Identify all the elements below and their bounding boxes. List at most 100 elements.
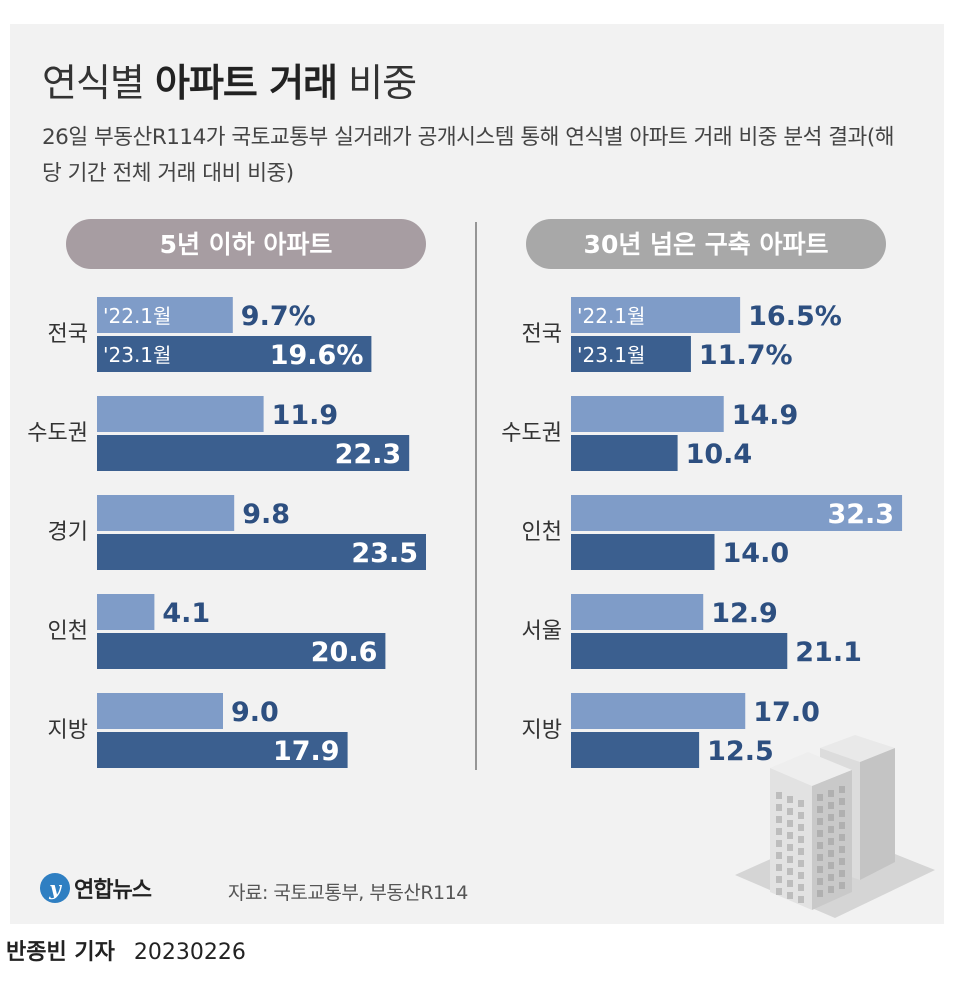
building-window <box>828 802 834 809</box>
value-label: 14.0 <box>723 538 790 569</box>
yonhap-logo: y 연합뉴스 <box>40 872 152 904</box>
category-label: 전국 <box>522 322 562 347</box>
building-window <box>776 852 782 859</box>
building-window <box>787 880 793 887</box>
chart-title: 30년 넘은 구축 아파트 <box>584 230 829 259</box>
bar <box>97 336 372 372</box>
bar <box>97 732 348 768</box>
building-window <box>798 800 804 807</box>
series-label: '22.1월 <box>577 304 645 328</box>
building-window <box>787 808 793 815</box>
building-window <box>798 896 804 903</box>
series-label: '23.1월 <box>577 343 645 367</box>
building-window <box>798 860 804 867</box>
category-label: 서울 <box>522 619 562 644</box>
building-window <box>798 848 804 855</box>
credit-line: 반종빈 기자 20230226 <box>6 934 246 966</box>
building-window <box>828 886 834 893</box>
building-window <box>787 844 793 851</box>
bar <box>571 534 715 570</box>
building-window <box>787 832 793 839</box>
bar <box>571 732 700 768</box>
category-label: 수도권 <box>27 421 88 446</box>
category-label: 전국 <box>48 322 88 347</box>
bar <box>571 633 788 669</box>
building-window <box>787 796 793 803</box>
building-window <box>828 838 834 845</box>
building-window <box>776 876 782 883</box>
building-top <box>820 735 895 762</box>
building-window <box>839 798 845 805</box>
series-label: '23.1월 <box>103 343 171 367</box>
bar <box>97 396 264 432</box>
value-label: 23.5 <box>351 538 418 569</box>
building-window <box>776 828 782 835</box>
title-bold-part: 아파트 거래 <box>154 61 338 105</box>
value-label: 12.9 <box>711 598 778 629</box>
building-window <box>776 804 782 811</box>
value-label: 21.1 <box>795 637 862 668</box>
page-title: 연식별 아파트 거래 비중 <box>42 52 417 107</box>
yonhap-logo-text: 연합뉴스 <box>74 878 152 903</box>
title-part-1: 연식별 <box>42 61 145 105</box>
bar <box>97 534 426 570</box>
bar <box>97 495 235 531</box>
bar <box>571 336 691 372</box>
bar <box>97 594 155 630</box>
building-window <box>828 814 834 821</box>
building-window <box>798 836 804 843</box>
building-window <box>839 834 845 841</box>
building-window <box>787 856 793 863</box>
building-window <box>828 826 834 833</box>
building-window <box>776 864 782 871</box>
value-label: 11.9 <box>272 400 339 431</box>
bar <box>97 693 223 729</box>
building-window <box>839 870 845 877</box>
value-label: 9.7% <box>241 301 316 332</box>
building-top <box>770 752 852 786</box>
building-window <box>817 806 823 813</box>
page-subtitle: 26일 부동산R114가 국토교통부 실거래가 공개시스템 통해 연식별 아파트… <box>42 125 894 186</box>
category-label: 지방 <box>522 718 562 743</box>
value-label: 14.9 <box>732 400 799 431</box>
value-label: 22.3 <box>335 439 402 470</box>
building-window <box>787 892 793 899</box>
bar <box>571 594 704 630</box>
building-window <box>776 816 782 823</box>
building-window <box>798 884 804 891</box>
building-window <box>817 854 823 861</box>
bar <box>97 435 410 471</box>
chart-title: 5년 이하 아파트 <box>160 230 333 259</box>
apartment-buildings-illustration <box>735 735 935 918</box>
building-side <box>860 748 895 880</box>
value-label: 4.1 <box>162 598 210 629</box>
value-label: 20.6 <box>311 637 378 668</box>
bar <box>571 435 678 471</box>
building-window <box>817 818 823 825</box>
building-window <box>839 846 845 853</box>
building-window <box>817 794 823 801</box>
building-window <box>787 868 793 875</box>
building-window <box>817 890 823 897</box>
building-window <box>776 792 782 799</box>
category-label: 인천 <box>48 619 88 644</box>
building-window <box>817 866 823 873</box>
building-window <box>787 820 793 827</box>
value-label: 10.4 <box>686 439 753 470</box>
bar <box>571 297 741 333</box>
building-window <box>776 888 782 895</box>
building-window <box>817 842 823 849</box>
value-label: 9.8 <box>242 499 290 530</box>
building-window <box>776 840 782 847</box>
building-window <box>828 790 834 797</box>
building-window <box>839 882 845 889</box>
building-window <box>798 872 804 879</box>
value-label: 17.0 <box>753 697 820 728</box>
building-window <box>828 874 834 881</box>
category-label: 지방 <box>48 718 88 743</box>
building-window <box>828 850 834 857</box>
building-window <box>839 858 845 865</box>
